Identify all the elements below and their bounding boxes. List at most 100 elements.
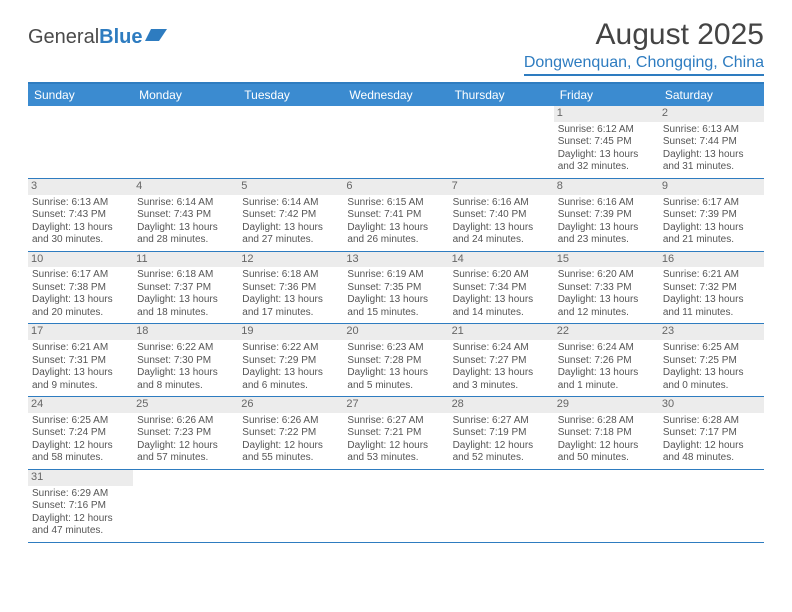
daylight-text: Daylight: 13 hours (453, 294, 550, 307)
sunset-text: Sunset: 7:36 PM (242, 282, 339, 295)
sunrise-text: Sunrise: 6:22 AM (242, 342, 339, 355)
day-cell: 24 Sunrise: 6:25 AMSunset: 7:24 PMDayligh… (28, 397, 133, 469)
daylight-text: and 12 minutes. (558, 307, 655, 320)
day-header: Thursday (449, 84, 554, 106)
day-cell: 3Sunrise: 6:13 AMSunset: 7:43 PMDaylight… (28, 179, 133, 251)
logo-text-2: Blue (99, 26, 142, 49)
day-cell: 2Sunrise: 6:13 AMSunset: 7:44 PMDaylight… (659, 106, 764, 178)
sunset-text: Sunset: 7:21 PM (347, 427, 444, 440)
day-number: 7 (449, 179, 554, 195)
day-number: 16 (659, 252, 764, 268)
sunset-text: Sunset: 7:18 PM (558, 427, 655, 440)
daylight-text: and 53 minutes. (347, 452, 444, 465)
day-cell: 1Sunrise: 6:12 AMSunset: 7:45 PMDaylight… (554, 106, 659, 178)
daylight-text: Daylight: 12 hours (32, 513, 129, 526)
daylight-text: Daylight: 13 hours (32, 367, 129, 380)
sunrise-text: Sunrise: 6:20 AM (558, 269, 655, 282)
day-number: 28 (449, 397, 554, 413)
sunset-text: Sunset: 7:28 PM (347, 355, 444, 368)
day-number: 10 (28, 252, 133, 268)
day-cell (238, 106, 343, 178)
day-number: 18 (133, 324, 238, 340)
sunset-text: Sunset: 7:32 PM (663, 282, 760, 295)
day-number: 15 (554, 252, 659, 268)
sunset-text: Sunset: 7:30 PM (137, 355, 234, 368)
day-cell: 15Sunrise: 6:20 AMSunset: 7:33 PMDayligh… (554, 252, 659, 324)
daylight-text: Daylight: 13 hours (137, 294, 234, 307)
week-row: 17Sunrise: 6:21 AMSunset: 7:31 PMDayligh… (28, 324, 764, 397)
sunrise-text: Sunrise: 6:18 AM (242, 269, 339, 282)
day-number: 11 (133, 252, 238, 268)
day-number: 22 (554, 324, 659, 340)
day-cell: 8Sunrise: 6:16 AMSunset: 7:39 PMDaylight… (554, 179, 659, 251)
sunrise-text: Sunrise: 6:14 AM (137, 197, 234, 210)
sunrise-text: Sunrise: 6:17 AM (32, 269, 129, 282)
daylight-text: Daylight: 12 hours (453, 440, 550, 453)
daylight-text: and 52 minutes. (453, 452, 550, 465)
day-number: 4 (133, 179, 238, 195)
day-cell: 30Sunrise: 6:28 AMSunset: 7:17 PMDayligh… (659, 397, 764, 469)
daylight-text: Daylight: 13 hours (242, 367, 339, 380)
daylight-text: Daylight: 13 hours (242, 294, 339, 307)
sunset-text: Sunset: 7:41 PM (347, 209, 444, 222)
flag-icon (145, 26, 167, 49)
sunset-text: Sunset: 7:19 PM (453, 427, 550, 440)
sunset-text: Sunset: 7:34 PM (453, 282, 550, 295)
day-number: 12 (238, 252, 343, 268)
daylight-text: and 8 minutes. (137, 380, 234, 393)
sunset-text: Sunset: 7:43 PM (137, 209, 234, 222)
calendar: SundayMondayTuesdayWednesdayThursdayFrid… (28, 82, 764, 543)
daylight-text: and 11 minutes. (663, 307, 760, 320)
sunset-text: Sunset: 7:16 PM (32, 500, 129, 513)
sunrise-text: Sunrise: 6:20 AM (453, 269, 550, 282)
daylight-text: and 28 minutes. (137, 234, 234, 247)
sunrise-text: Sunrise: 6:21 AM (663, 269, 760, 282)
day-number: 25 (133, 397, 238, 413)
day-cell: 19Sunrise: 6:22 AMSunset: 7:29 PMDayligh… (238, 324, 343, 396)
sunrise-text: Sunrise: 6:12 AM (558, 124, 655, 137)
daylight-text: and 17 minutes. (242, 307, 339, 320)
sunset-text: Sunset: 7:25 PM (663, 355, 760, 368)
sunset-text: Sunset: 7:44 PM (663, 136, 760, 149)
day-number: 1 (554, 106, 659, 122)
day-cell: 25Sunrise: 6:26 AMSunset: 7:23 PMDayligh… (133, 397, 238, 469)
sunrise-text: Sunrise: 6:25 AM (32, 415, 129, 428)
week-row: 10Sunrise: 6:17 AMSunset: 7:38 PMDayligh… (28, 252, 764, 325)
day-cell: 31Sunrise: 6:29 AMSunset: 7:16 PMDayligh… (28, 470, 133, 542)
sunset-text: Sunset: 7:45 PM (558, 136, 655, 149)
daylight-text: Daylight: 13 hours (663, 149, 760, 162)
sunrise-text: Sunrise: 6:26 AM (137, 415, 234, 428)
day-cell: 10Sunrise: 6:17 AMSunset: 7:38 PMDayligh… (28, 252, 133, 324)
daylight-text: and 31 minutes. (663, 161, 760, 174)
daylight-text: Daylight: 13 hours (453, 222, 550, 235)
daylight-text: and 5 minutes. (347, 380, 444, 393)
daylight-text: and 20 minutes. (32, 307, 129, 320)
sunset-text: Sunset: 7:35 PM (347, 282, 444, 295)
sunrise-text: Sunrise: 6:22 AM (137, 342, 234, 355)
sunset-text: Sunset: 7:23 PM (137, 427, 234, 440)
sunset-text: Sunset: 7:29 PM (242, 355, 339, 368)
day-cell: 11Sunrise: 6:18 AMSunset: 7:37 PMDayligh… (133, 252, 238, 324)
sunrise-text: Sunrise: 6:27 AM (453, 415, 550, 428)
daylight-text: Daylight: 12 hours (32, 440, 129, 453)
daylight-text: Daylight: 13 hours (663, 222, 760, 235)
day-cell: 4Sunrise: 6:14 AMSunset: 7:43 PMDaylight… (133, 179, 238, 251)
day-number: 24 (28, 397, 133, 413)
daylight-text: Daylight: 13 hours (137, 367, 234, 380)
daylight-text: Daylight: 13 hours (663, 367, 760, 380)
daylight-text: Daylight: 13 hours (32, 294, 129, 307)
day-number: 31 (28, 470, 133, 486)
daylight-text: Daylight: 13 hours (558, 367, 655, 380)
sunset-text: Sunset: 7:39 PM (663, 209, 760, 222)
day-cell (449, 470, 554, 542)
sunset-text: Sunset: 7:17 PM (663, 427, 760, 440)
sunset-text: Sunset: 7:24 PM (32, 427, 129, 440)
logo: GeneralBlue (28, 18, 167, 49)
month-title: August 2025 (524, 18, 764, 52)
title-block: August 2025 Dongwenquan, Chongqing, Chin… (524, 18, 764, 76)
day-cell: 20Sunrise: 6:23 AMSunset: 7:28 PMDayligh… (343, 324, 448, 396)
sunset-text: Sunset: 7:22 PM (242, 427, 339, 440)
daylight-text: and 57 minutes. (137, 452, 234, 465)
day-number: 27 (343, 397, 448, 413)
daylight-text: and 30 minutes. (32, 234, 129, 247)
